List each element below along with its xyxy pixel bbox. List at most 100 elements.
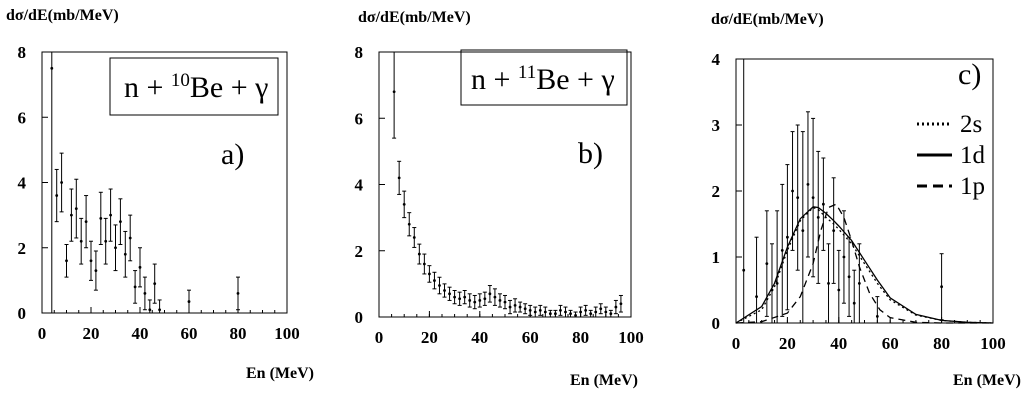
panel-b-point: [543, 310, 547, 314]
panel-a-xtick-label: 80: [230, 324, 247, 343]
panel-b-point: [513, 304, 517, 307]
panel-c-point: [780, 249, 784, 252]
panel-a-point: [236, 292, 240, 295]
panel-b-xtick-label: 100: [618, 328, 644, 347]
panel-a-point: [119, 220, 122, 224]
panel-b-point: [478, 299, 482, 302]
panel-a-point: [70, 213, 73, 217]
panel-a-ytick-label: 0: [18, 304, 27, 323]
panel-b: dσ/dE(mb/MeV) En (MeV) n + 11Be + γ b) 0…: [355, 9, 644, 389]
panel-b-reaction-mass: 11: [518, 62, 536, 83]
panel-b-xtick-label: 40: [471, 328, 488, 347]
panel-c-point: [827, 282, 830, 285]
panel-a-point: [138, 265, 142, 269]
panel-b-ytick-label: 2: [355, 242, 364, 261]
panel-c-ytick-label: 1: [712, 248, 721, 267]
panel-b-reaction-post: Be + γ: [536, 63, 615, 96]
panel-c-point: [775, 282, 779, 285]
legend-1p-label: 1p: [960, 173, 985, 200]
panel-a-ytick-label: 8: [18, 43, 27, 62]
panel-c-point: [940, 285, 943, 289]
panel-b-reaction-box: [460, 49, 628, 106]
panel-c-point: [801, 229, 805, 233]
panel-c-xtick-label: 40: [830, 334, 847, 353]
panel-c-point: [791, 189, 794, 193]
panel-b-xtick-label: 60: [522, 328, 539, 347]
panel-b-point: [619, 302, 623, 306]
panel-c-ylabel: dσ/dE(mb/MeV): [711, 11, 824, 28]
panel-c-point: [806, 183, 810, 186]
panel-a-point: [109, 213, 112, 217]
panel-c-label: c): [958, 58, 981, 91]
panel-c-xtick-label: 20: [779, 334, 796, 353]
panel-c-xtick-label: 0: [732, 334, 741, 353]
panel-a-point: [74, 207, 78, 211]
panel-a-point: [99, 216, 103, 220]
panel-b-point: [493, 295, 497, 299]
panel-a-ytick-label: 2: [18, 239, 27, 258]
panel-a-reaction: n + 10Be + γ: [124, 70, 268, 104]
panel-c-ytick-label: 2: [712, 182, 721, 201]
panel-c-ytick-label: 0: [712, 314, 721, 333]
panel-a-point: [128, 236, 132, 240]
panel-b-point: [569, 312, 572, 316]
panel-c-legend: 2s 1d 1p: [917, 111, 986, 200]
panel-c-curve-1d: [735, 206, 994, 324]
panel-b-point: [422, 262, 426, 266]
panel-a-point: [187, 300, 191, 303]
panel-a-xtick-label: 0: [38, 324, 47, 343]
panel-c-xtick-label: 60: [882, 334, 899, 353]
panel-a-reaction-post: Be + γ: [190, 71, 269, 104]
panel-a-point: [79, 239, 83, 243]
panel-c-curve-2s: [735, 206, 994, 324]
panel-a-reaction-pre: n +: [124, 71, 171, 104]
panel-b-point: [533, 310, 537, 314]
panel-b-xlabel: En (MeV): [570, 372, 638, 389]
panel-b-point: [548, 312, 552, 316]
panel-a-ylabel: dσ/dE(mb/MeV): [6, 7, 119, 24]
panel-b-point: [417, 252, 421, 256]
panel-b-ytick-label: 4: [355, 176, 364, 195]
panel-c-point: [755, 295, 758, 298]
panel-c-point: [832, 229, 836, 233]
panel-b-point: [498, 299, 502, 302]
panel-c-point: [742, 268, 746, 272]
panel-b-point: [438, 284, 441, 287]
panel-a-xtick-label: 60: [181, 324, 198, 343]
panel-a-point: [65, 259, 68, 263]
panel-b-point: [538, 308, 542, 312]
panel-b-point: [559, 308, 562, 312]
panel-b-label: b): [578, 137, 603, 170]
panel-b-point: [448, 292, 451, 296]
panel-a-point: [153, 282, 157, 286]
panel-c-point: [821, 202, 825, 206]
panel-b-point: [518, 305, 522, 309]
panel-c-ytick-label: 4: [712, 50, 721, 69]
legend-1d-label: 1d: [960, 142, 986, 169]
panel-a-xtick-label: 40: [132, 324, 149, 343]
panel-b-point: [523, 307, 527, 311]
panel-b-point: [433, 279, 436, 282]
panel-c-xtick-label: 100: [980, 334, 1006, 353]
panel-c-ytick-label: 3: [712, 116, 721, 135]
panel-b-point: [579, 310, 582, 314]
panel-c-point: [875, 315, 879, 318]
panel-b-point: [574, 313, 577, 317]
panel-a-legend-box: n + 10Be + γ: [109, 57, 279, 116]
panel-b-point: [528, 308, 532, 312]
panel-b-point: [503, 300, 507, 304]
legend-2s-label: 2s: [960, 111, 982, 138]
panel-b-reaction-pre: n +: [471, 63, 518, 96]
panel-a-reaction-box: [109, 57, 279, 116]
panel-c-point: [770, 288, 774, 292]
panel-a-point: [148, 308, 152, 312]
panel-c-point: [765, 262, 769, 265]
panel-a-point: [94, 269, 98, 272]
panel-b-point: [589, 312, 593, 316]
panel-a-xtick-label: 20: [83, 324, 100, 343]
panel-b-point: [392, 90, 396, 94]
panel-a-ytick-label: 6: [18, 108, 27, 127]
panel-b-point: [584, 308, 588, 312]
panel-b-point: [609, 312, 613, 316]
